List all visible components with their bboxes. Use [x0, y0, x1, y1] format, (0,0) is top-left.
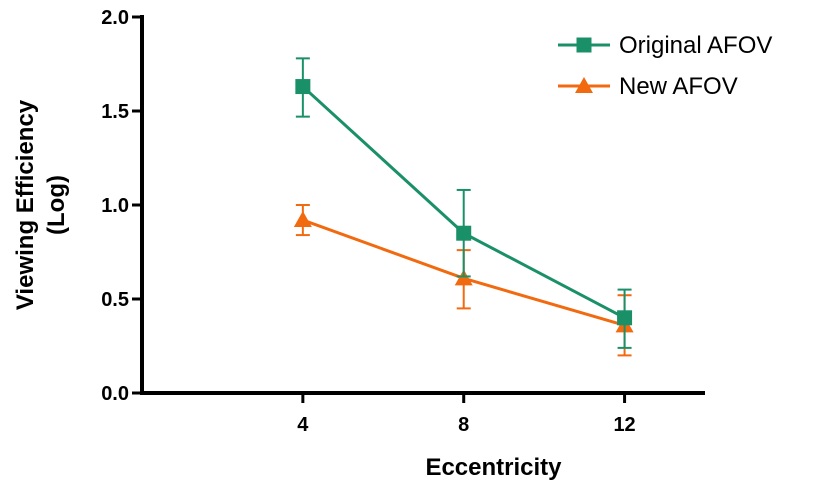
legend-label: Original AFOV — [619, 32, 772, 59]
x-axis-ticks: 4 8 12 — [297, 393, 636, 436]
legend: Original AFOV New AFOV — [558, 32, 772, 100]
y-tick-label: 2.0 — [101, 7, 129, 29]
y-axis-title-line-1: Viewing Efficiency — [12, 99, 39, 310]
data-point — [456, 225, 472, 241]
y-tick-label: 1.5 — [101, 101, 129, 123]
y-tick-label: 0.0 — [101, 383, 129, 405]
y-axis-ticks: 0.0 0.5 1.0 1.5 2.0 — [101, 7, 142, 405]
x-axis-title: Eccentricity — [425, 454, 562, 481]
axes — [140, 15, 705, 395]
legend-item: New AFOV — [558, 73, 738, 100]
legend-swatch-marker — [575, 77, 593, 93]
x-tick-label: 8 — [458, 414, 469, 436]
data-point — [295, 79, 311, 95]
y-axis-title-line-2: (Log) — [43, 175, 70, 235]
data-point — [617, 310, 633, 326]
y-tick-label: 0.5 — [101, 289, 129, 311]
legend-item: Original AFOV — [558, 32, 772, 59]
data-point — [293, 211, 312, 228]
y-axis-title: Viewing Efficiency (Log) — [12, 99, 70, 310]
y-tick-label: 1.0 — [101, 195, 129, 217]
legend-label: New AFOV — [619, 73, 738, 100]
plot-area — [293, 57, 634, 357]
x-tick-label: 4 — [297, 414, 309, 436]
series-original-afov — [295, 57, 633, 349]
legend-swatch-marker — [576, 37, 592, 53]
x-tick-label: 12 — [613, 414, 635, 436]
